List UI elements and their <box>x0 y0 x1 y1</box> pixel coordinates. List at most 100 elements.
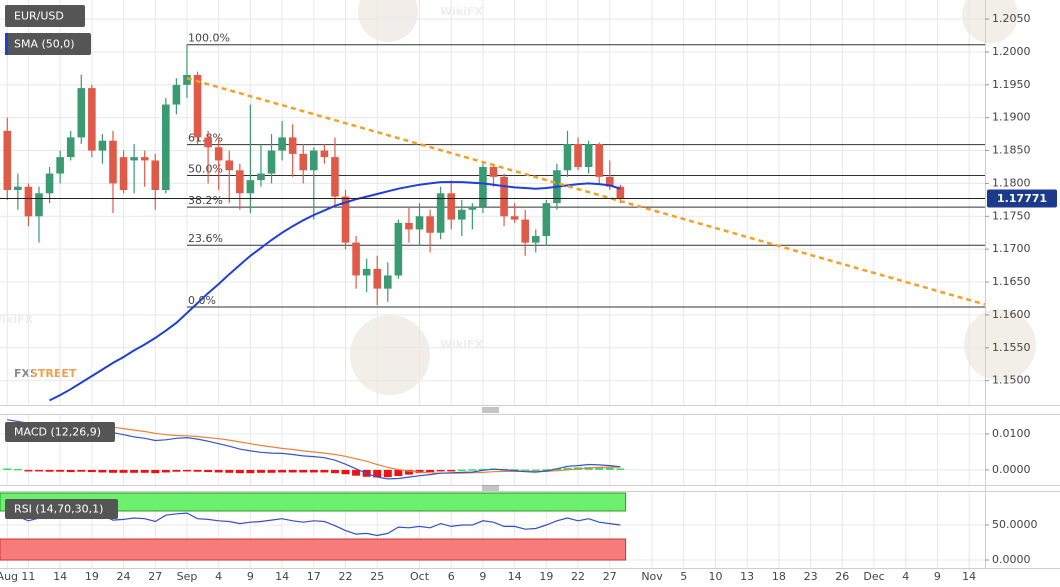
y-tick-label: 1.1800 <box>992 176 1031 189</box>
legend-box[interactable] <box>5 422 115 442</box>
watermark-logo <box>962 0 1018 43</box>
candle-body <box>510 216 519 220</box>
macd-histogram-bar <box>45 469 54 472</box>
candle-body <box>362 268 371 276</box>
macd-histogram-bar <box>341 469 350 475</box>
macd-histogram-bar <box>87 469 96 473</box>
candle-body <box>183 74 191 85</box>
macd-histogram-bar <box>24 469 33 472</box>
macd-histogram-bar <box>130 469 139 473</box>
panel-grip[interactable] <box>482 485 499 491</box>
macd-histogram-bar <box>256 469 265 473</box>
x-tick-label: 17 <box>307 570 321 583</box>
candle-body <box>88 88 96 151</box>
candle-body <box>236 170 244 194</box>
watermark-logo <box>358 0 418 42</box>
macd-histogram-bar <box>404 469 413 475</box>
macd-histogram-bar <box>478 468 487 471</box>
x-tick-label: Oct <box>410 570 430 583</box>
legend: EUR/USD SMA (50,0) MACD (12,26,9) RSI (1… <box>5 5 118 519</box>
candle-body <box>35 193 43 217</box>
legend-box[interactable] <box>5 5 85 27</box>
macd-histogram-bar <box>320 469 329 473</box>
candle-body <box>563 143 572 171</box>
panel-grip[interactable] <box>482 407 499 413</box>
x-tick-label: 9 <box>247 570 254 583</box>
y-tick-label: 0.0000 <box>992 463 1031 476</box>
legend-label: SMA (50,0) <box>14 38 75 51</box>
macd-histogram-bar <box>246 469 255 474</box>
watermark-text: WikiFX <box>440 338 484 351</box>
legend-box[interactable] <box>5 499 118 519</box>
x-tick-label: 19 <box>539 570 553 583</box>
overbought-band <box>0 492 627 512</box>
x-tick-label: 14 <box>962 570 976 583</box>
x-tick-label: 5 <box>680 570 687 583</box>
x-tick-label: 9 <box>479 570 486 583</box>
candle-body <box>394 222 403 276</box>
x-tick-label: 4 <box>902 570 909 583</box>
macd-histogram-bar <box>3 468 12 470</box>
rsi-label: RSI (14,70,30,1) <box>14 503 103 516</box>
candle-body <box>426 216 434 233</box>
x-tick-label: 9 <box>934 570 941 583</box>
macd-histogram-bar <box>542 469 551 471</box>
fib-label: 0.0% <box>188 294 216 307</box>
candle-body <box>278 137 286 151</box>
macd-histogram-bar <box>98 469 107 473</box>
rsi-panel <box>0 492 627 561</box>
fib-label: 23.6% <box>188 232 223 245</box>
macd-histogram-bar <box>468 469 477 471</box>
macd-histogram-bar <box>426 469 435 473</box>
y-tick-label: 0.0000 <box>992 553 1031 566</box>
candle-body <box>500 176 508 217</box>
fib-label: 38.2% <box>188 194 223 207</box>
x-tick-label: 14 <box>508 570 522 583</box>
axes: Aug 11 14 19 24 27 Sep 4 9 14 17 22 25 Oct 6 9 14 19 22 27 N… <box>0 12 1057 583</box>
macd-histogram-bar <box>204 469 213 473</box>
candle-body <box>574 143 582 167</box>
x-tick-label: 22 <box>571 570 585 583</box>
x-tick-label: Sep <box>177 570 198 583</box>
candle-body <box>204 137 212 148</box>
candle-body <box>373 268 382 289</box>
candle-body <box>151 160 160 191</box>
macd-histogram-bar <box>309 469 318 473</box>
candle-body <box>288 137 297 154</box>
macd-histogram-bar <box>214 469 223 473</box>
macd-histogram-bar <box>172 469 181 472</box>
candle-body <box>3 130 12 191</box>
candle-body <box>605 176 614 187</box>
macd-histogram-bar <box>225 469 234 473</box>
symbol-label: EUR/USD <box>14 10 64 23</box>
x-tick-label: 10 <box>708 570 722 583</box>
candle-body <box>225 160 234 171</box>
y-tick-label: 1.1900 <box>992 111 1031 124</box>
candle-body <box>193 74 202 138</box>
macd-histogram-bar <box>457 469 466 472</box>
x-tick-label: 4 <box>215 570 222 583</box>
candle-body <box>447 193 456 220</box>
watermark-text: WikiFX <box>440 5 484 18</box>
y-tick-label: 1.1600 <box>992 308 1031 321</box>
macd-histogram-bar <box>288 469 297 473</box>
candle-body <box>299 153 308 171</box>
candle-body <box>521 219 530 243</box>
y-tick-label: 1.2050 <box>992 12 1031 25</box>
macd-histogram-bar <box>193 469 202 472</box>
oversold-band <box>0 538 627 561</box>
macd-histogram-bar <box>267 469 276 473</box>
candle-body <box>45 173 54 194</box>
macd-histogram-bar <box>140 469 149 473</box>
x-tick-label: Dec <box>863 570 884 583</box>
macd-histogram-bar <box>34 469 43 472</box>
x-tick-label: 22 <box>339 570 353 583</box>
y-tick-label: 1.1850 <box>992 144 1031 157</box>
macd-histogram-bar <box>66 469 75 473</box>
x-tick-label: 6 <box>448 570 455 583</box>
watermark-logo <box>350 315 430 395</box>
candle-body <box>320 150 329 158</box>
x-tick-label: 19 <box>85 570 99 583</box>
legend-box[interactable] <box>5 33 91 55</box>
fib-label: 100.0% <box>188 32 230 45</box>
